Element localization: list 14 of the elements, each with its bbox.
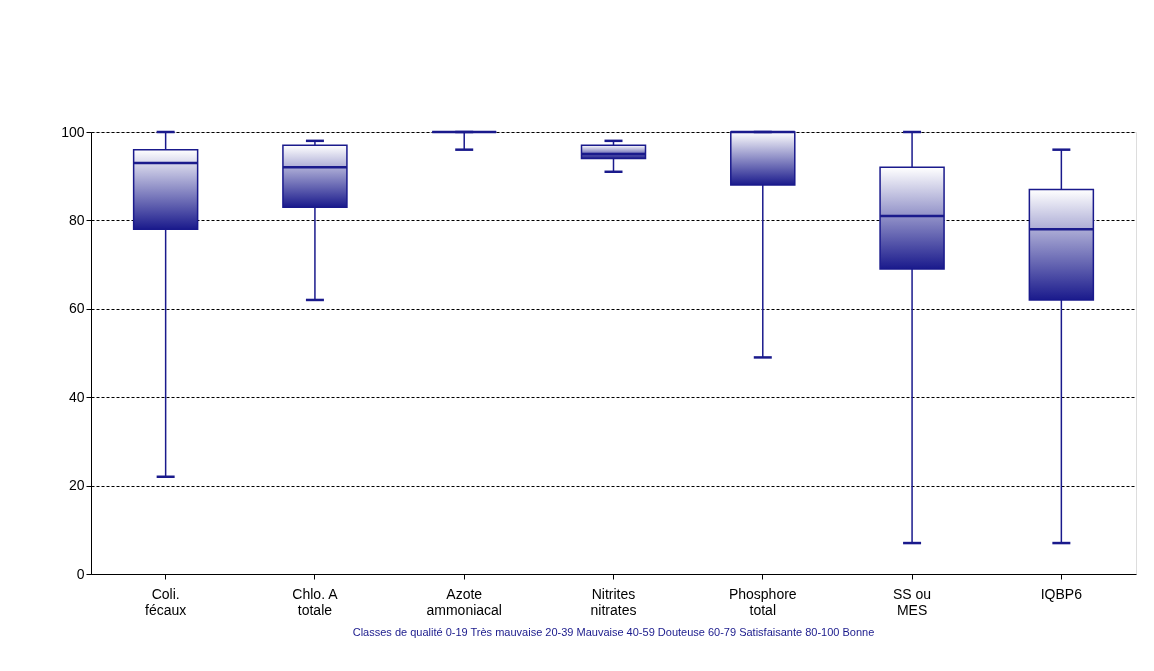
text: Classes de qualité 0-19 Très mauvaise 20-39 Mauvaise 40-59 Douteuse 60-79 Satisfaisante 80-100 Bonne bbox=[352, 626, 875, 638]
x-tick-label: Azote ammoniacal bbox=[426, 585, 502, 618]
x-tick-label: Nitrites nitrates bbox=[590, 585, 637, 618]
x-tick-label: Phosphore total bbox=[728, 585, 797, 618]
x-tick-label: IQBP6 bbox=[1040, 585, 1083, 602]
y-tick-label: 100 bbox=[61, 123, 85, 140]
x-tick-label: Coli. fécaux bbox=[145, 585, 187, 618]
y-tick-label: 40 bbox=[68, 388, 85, 405]
y-tick-label: 20 bbox=[68, 477, 85, 494]
x-tick-label: Chlo. A totale bbox=[292, 585, 339, 618]
y-tick-label: 60 bbox=[68, 300, 85, 317]
y-tick-label: 80 bbox=[68, 211, 85, 228]
y-tick-label: 0 bbox=[76, 565, 85, 582]
x-tick-label: SS ou MES bbox=[893, 585, 932, 618]
